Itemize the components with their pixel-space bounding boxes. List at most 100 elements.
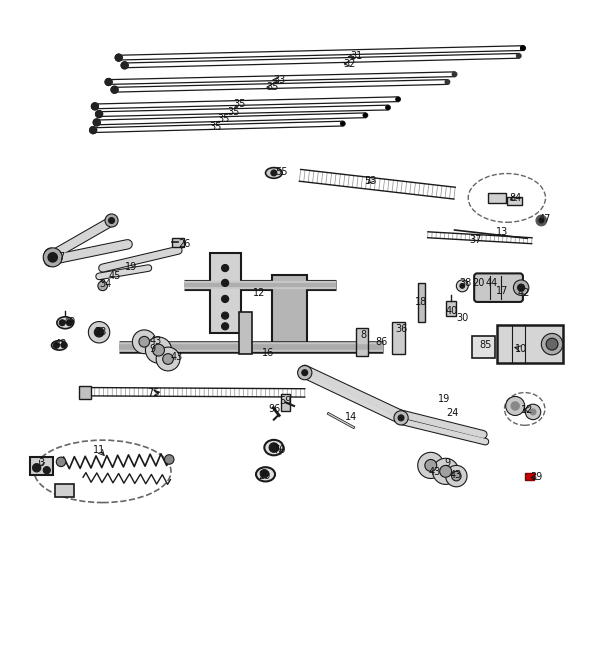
Text: 43: 43	[449, 470, 462, 480]
Ellipse shape	[57, 317, 74, 329]
Circle shape	[460, 284, 464, 288]
Text: 49: 49	[63, 316, 76, 327]
Circle shape	[121, 62, 128, 69]
FancyBboxPatch shape	[172, 238, 184, 247]
Text: 30: 30	[457, 313, 469, 323]
Circle shape	[91, 103, 98, 110]
Text: 19: 19	[124, 262, 137, 272]
Circle shape	[133, 330, 156, 354]
Circle shape	[67, 320, 73, 326]
Circle shape	[43, 248, 62, 267]
Text: 33: 33	[273, 75, 286, 84]
FancyBboxPatch shape	[209, 253, 241, 333]
Circle shape	[43, 466, 50, 474]
Circle shape	[93, 119, 100, 126]
Text: 35: 35	[209, 122, 222, 132]
Circle shape	[433, 458, 459, 485]
Circle shape	[163, 354, 173, 364]
Ellipse shape	[44, 248, 57, 267]
Circle shape	[446, 466, 467, 487]
Text: 40: 40	[446, 306, 458, 316]
Text: 32: 32	[343, 58, 356, 69]
Circle shape	[396, 98, 400, 101]
Circle shape	[546, 338, 558, 350]
Text: 16: 16	[262, 348, 275, 358]
FancyBboxPatch shape	[272, 275, 307, 352]
Circle shape	[221, 323, 229, 330]
Text: 59: 59	[280, 396, 292, 405]
Text: 13: 13	[496, 227, 508, 237]
Text: 44: 44	[485, 278, 497, 288]
Text: 43: 43	[170, 352, 182, 362]
Text: 12: 12	[521, 405, 533, 415]
FancyBboxPatch shape	[281, 394, 290, 411]
Text: 37: 37	[470, 234, 482, 244]
Text: 8: 8	[361, 329, 367, 340]
Circle shape	[48, 253, 58, 262]
Text: 70: 70	[274, 445, 286, 455]
Text: 18: 18	[415, 297, 427, 307]
Text: 24: 24	[446, 408, 459, 418]
Circle shape	[94, 328, 104, 337]
Circle shape	[145, 337, 172, 363]
Circle shape	[271, 170, 277, 176]
Text: 12: 12	[253, 288, 266, 298]
Text: 9: 9	[445, 458, 451, 468]
Text: 10: 10	[515, 344, 527, 354]
Text: 75: 75	[147, 388, 160, 398]
Circle shape	[341, 122, 344, 125]
Circle shape	[152, 344, 164, 356]
Text: 29: 29	[258, 471, 271, 481]
Text: 86: 86	[376, 337, 388, 346]
Circle shape	[440, 466, 452, 477]
Circle shape	[536, 215, 547, 226]
Circle shape	[298, 365, 312, 380]
Circle shape	[93, 119, 100, 126]
Circle shape	[452, 72, 457, 77]
Circle shape	[530, 409, 536, 415]
Circle shape	[221, 295, 229, 303]
FancyBboxPatch shape	[418, 283, 425, 322]
Ellipse shape	[266, 168, 282, 178]
FancyBboxPatch shape	[488, 193, 506, 202]
Circle shape	[386, 105, 390, 109]
Circle shape	[364, 113, 367, 117]
Circle shape	[164, 455, 174, 464]
Circle shape	[121, 62, 128, 69]
FancyBboxPatch shape	[446, 301, 457, 316]
FancyBboxPatch shape	[524, 473, 534, 480]
Text: 55: 55	[275, 167, 287, 177]
Text: 38: 38	[459, 278, 472, 288]
FancyBboxPatch shape	[507, 196, 523, 205]
Circle shape	[115, 54, 122, 61]
Text: 36: 36	[395, 324, 407, 333]
Circle shape	[91, 103, 98, 110]
Text: 31: 31	[350, 52, 362, 62]
Text: 11: 11	[93, 445, 105, 455]
Text: 47: 47	[539, 214, 551, 224]
Text: 19: 19	[438, 394, 450, 404]
Circle shape	[521, 46, 525, 50]
Circle shape	[156, 347, 180, 371]
Circle shape	[418, 453, 444, 479]
Circle shape	[221, 265, 229, 272]
Ellipse shape	[52, 341, 67, 350]
FancyBboxPatch shape	[239, 312, 253, 354]
Circle shape	[95, 111, 103, 118]
Text: 85: 85	[479, 341, 491, 350]
Text: 14: 14	[345, 411, 357, 422]
Circle shape	[260, 470, 268, 478]
FancyBboxPatch shape	[474, 273, 523, 302]
Text: 45: 45	[109, 271, 121, 281]
Circle shape	[111, 86, 118, 93]
Circle shape	[88, 322, 110, 343]
Text: 35: 35	[218, 115, 230, 124]
Circle shape	[105, 214, 118, 227]
Text: 9: 9	[149, 345, 155, 354]
FancyBboxPatch shape	[79, 386, 91, 399]
Text: 20: 20	[472, 278, 485, 288]
FancyBboxPatch shape	[497, 324, 563, 363]
Circle shape	[525, 404, 541, 420]
Circle shape	[89, 126, 97, 134]
Text: 39: 39	[530, 472, 543, 481]
